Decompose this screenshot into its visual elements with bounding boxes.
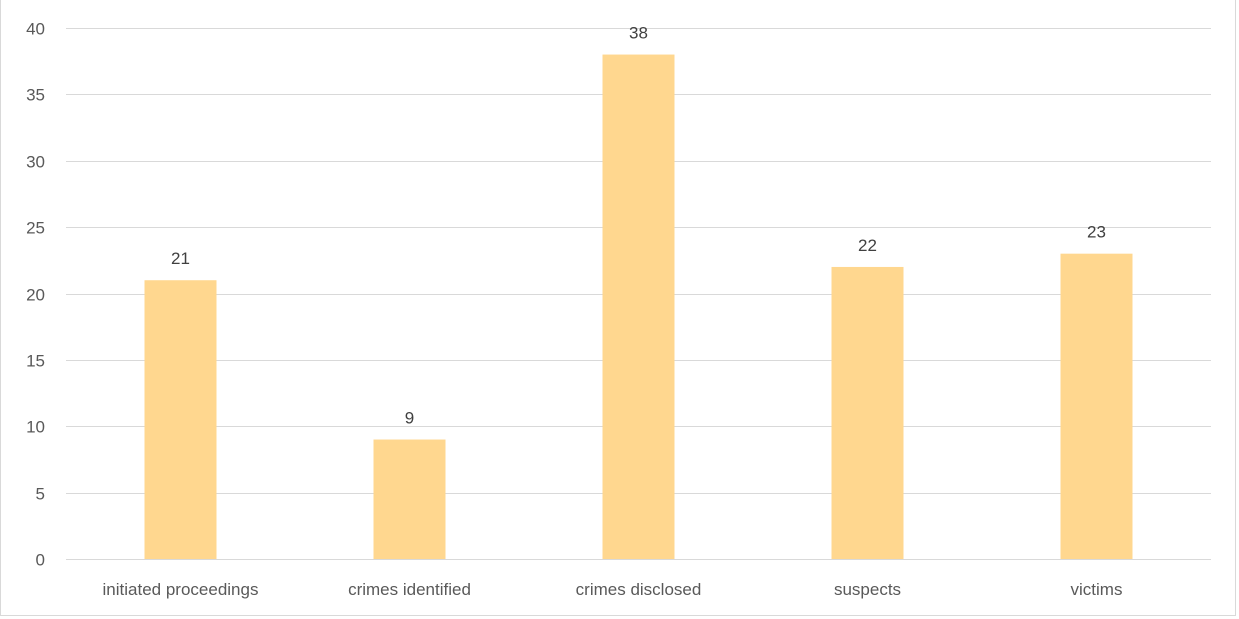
- y-tick-label: 5: [36, 485, 45, 504]
- x-tick-label: crimes identified: [348, 580, 471, 599]
- y-tick-label: 30: [26, 153, 45, 172]
- data-label: 22: [858, 236, 877, 255]
- x-tick-label: initiated proceedings: [103, 580, 259, 599]
- data-label: 23: [1087, 223, 1106, 242]
- y-tick-label: 10: [26, 418, 45, 437]
- bar: [373, 439, 446, 559]
- y-tick-label: 25: [26, 219, 45, 238]
- y-tick-label: 0: [36, 551, 45, 570]
- bar: [831, 266, 904, 559]
- data-label: 21: [171, 249, 190, 268]
- bar: [602, 54, 675, 560]
- y-tick-label: 35: [26, 86, 45, 105]
- x-tick-label: suspects: [834, 580, 901, 599]
- bars: [144, 54, 1133, 560]
- y-tick-label: 20: [26, 286, 45, 305]
- bar: [1060, 253, 1133, 560]
- y-tick-label: 40: [26, 20, 45, 39]
- data-labels: 21 9 38 22 23: [171, 24, 1106, 428]
- y-axis-ticks: 0 5 10 15 20 25 30 35 40: [26, 20, 45, 570]
- x-axis-ticks: initiated proceedings crimes identified cr…: [103, 580, 1123, 599]
- bar: [144, 280, 217, 559]
- y-tick-label: 15: [26, 352, 45, 371]
- data-label: 38: [629, 24, 648, 43]
- x-tick-label: crimes disclosed: [576, 580, 702, 599]
- data-label: 9: [405, 409, 414, 428]
- x-tick-label: victims: [1071, 580, 1123, 599]
